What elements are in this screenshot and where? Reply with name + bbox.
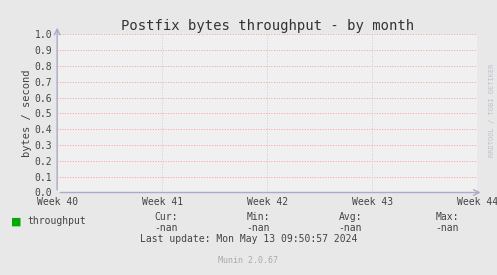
Title: Postfix bytes throughput - by month: Postfix bytes throughput - by month [121,19,414,33]
Text: ■: ■ [11,216,21,226]
Text: -nan: -nan [247,223,270,233]
Text: -nan: -nan [435,223,459,233]
Y-axis label: bytes / second: bytes / second [22,70,32,157]
Text: Munin 2.0.67: Munin 2.0.67 [219,256,278,265]
Text: Avg:: Avg: [338,212,362,222]
Text: -nan: -nan [155,223,178,233]
Text: throughput: throughput [27,216,86,226]
Text: Max:: Max: [435,212,459,222]
Text: Min:: Min: [247,212,270,222]
Text: -nan: -nan [338,223,362,233]
Text: RRDTOOL / TOBI OETIKER: RRDTOOL / TOBI OETIKER [489,63,495,157]
Text: Cur:: Cur: [155,212,178,222]
Text: Last update: Mon May 13 09:50:57 2024: Last update: Mon May 13 09:50:57 2024 [140,234,357,244]
